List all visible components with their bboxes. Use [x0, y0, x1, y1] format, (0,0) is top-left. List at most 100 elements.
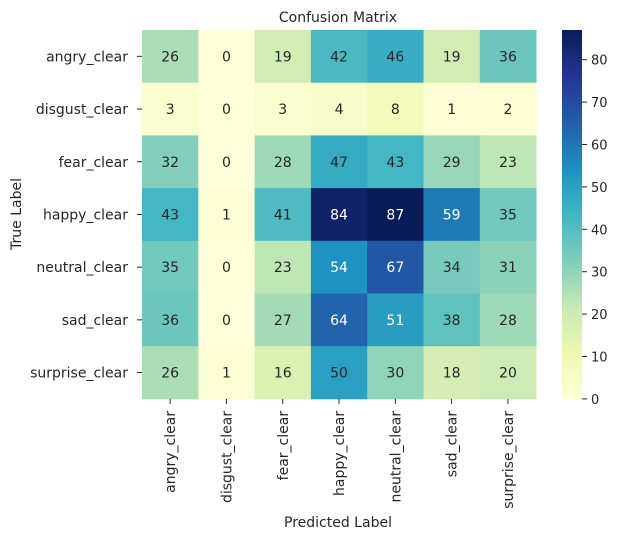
cell-value-label: 3: [278, 102, 287, 118]
cell-value-label: 19: [274, 49, 292, 65]
x-tick-label: surprise_clear: [501, 411, 517, 509]
cell-value-label: 50: [330, 366, 348, 382]
colorbar-tick-label: 40: [591, 223, 608, 238]
cell-value-label: 35: [161, 260, 179, 276]
cell-value-label: 1: [222, 207, 231, 223]
y-tick-label: disgust_clear: [36, 102, 128, 118]
cell-value-label: 35: [499, 207, 517, 223]
cell-value-label: 29: [443, 155, 461, 171]
heatmap-cell: [310, 188, 368, 242]
colorbar: 0 10 20 30 40 50 60 70 80: [562, 30, 608, 408]
heatmap-cell: [423, 293, 481, 347]
cell-value-label: 87: [386, 207, 404, 223]
y-tick-label: neutral_clear: [36, 260, 128, 276]
heatmap-cell: [479, 293, 537, 347]
heatmap-cell: [310, 240, 368, 294]
heatmap-cell: [198, 188, 255, 242]
colorbar-gradient: [562, 30, 582, 399]
cell-value-label: 2: [503, 102, 512, 118]
cell-value-label: 36: [161, 313, 179, 329]
cell-value-label: 0: [222, 313, 231, 329]
y-tick-label: surprise_clear: [30, 366, 128, 382]
heatmap-cell: [479, 240, 537, 294]
cell-value-label: 20: [499, 366, 517, 382]
x-tick-label: happy_clear: [332, 411, 348, 496]
heatmap-cell: [423, 135, 481, 189]
cell-value-label: 51: [386, 313, 404, 329]
heatmap-cell: [310, 293, 368, 347]
cell-value-label: 67: [386, 260, 404, 276]
cell-value-label: 43: [386, 155, 404, 171]
cell-value-label: 0: [222, 49, 231, 65]
heatmap-cell: [423, 240, 481, 294]
y-tick-label: sad_clear: [62, 313, 129, 329]
heatmap-cell: [479, 30, 537, 84]
cell-value-label: 59: [443, 207, 461, 223]
heatmap-cell: [423, 30, 481, 84]
cell-value-label: 0: [222, 102, 231, 118]
x-tick-label: fear_clear: [276, 411, 292, 481]
cell-value-label: 28: [274, 155, 292, 171]
y-tick-label: angry_clear: [46, 49, 128, 65]
cell-value-label: 27: [274, 313, 292, 329]
cell-value-label: 34: [443, 260, 461, 276]
colorbar-tick-label: 60: [591, 138, 608, 153]
cell-value-label: 0: [222, 155, 231, 171]
cell-value-label: 26: [161, 49, 179, 65]
heatmap-cell: [142, 293, 199, 347]
heatmap-cell: [198, 240, 255, 294]
heatmap-cell: [479, 346, 537, 400]
heatmap-cell: [254, 82, 312, 136]
cell-value-label: 1: [447, 102, 456, 118]
cell-value-label: 54: [330, 260, 348, 276]
heatmap-cell: [367, 135, 424, 189]
heatmap-cell: [367, 240, 424, 294]
heatmap-cell: [198, 135, 255, 189]
heatmap-cell: [310, 82, 368, 136]
heatmap-cell: [310, 135, 368, 189]
heatmap-cell: [198, 346, 255, 400]
x-tick-label: angry_clear: [163, 411, 179, 493]
heatmap-cell: [423, 346, 481, 400]
cell-value-label: 41: [274, 207, 292, 223]
heatmap-cell: [254, 293, 312, 347]
heatmap-cell: [198, 293, 255, 347]
heatmap-cell: [367, 30, 424, 84]
x-axis-label: Predicted Label: [284, 515, 392, 531]
heatmap-cell: [310, 30, 368, 84]
y-tick-label: fear_clear: [59, 155, 129, 171]
cell-value-label: 84: [330, 207, 348, 223]
heatmap-cell: [479, 135, 537, 189]
heatmap-cell: [254, 30, 312, 84]
cell-value-label: 32: [161, 155, 179, 171]
cell-value-label: 31: [499, 260, 517, 276]
cell-value-label: 3: [166, 102, 175, 118]
x-tick-label: sad_clear: [445, 411, 461, 478]
heatmap-cell: [423, 188, 481, 242]
heatmap-cell: [142, 188, 199, 242]
heatmap-cell: [367, 346, 424, 400]
cell-value-label: 4: [335, 102, 344, 118]
heatmap-cell: [254, 188, 312, 242]
colorbar-tick-label: 80: [591, 54, 608, 69]
cell-value-label: 64: [330, 313, 348, 329]
heatmap-cell: [142, 82, 199, 136]
y-tick-label: happy_clear: [43, 207, 128, 223]
colorbar-tick-label: 70: [591, 96, 608, 111]
cell-value-label: 47: [330, 155, 348, 171]
cell-value-label: 28: [499, 313, 517, 329]
x-tick-labels: angry_clear disgust_clear fear_clear happy_…: [163, 398, 517, 509]
heatmap-cell: [367, 82, 424, 136]
heatmap-cell: [367, 293, 424, 347]
heatmap-cell: [142, 240, 199, 294]
y-tick-labels: angry_clear disgust_clear fear_clear happy_…: [30, 49, 142, 382]
colorbar-tick-label: 30: [591, 266, 608, 281]
heatmap-cell: [310, 346, 368, 400]
cell-value-label: 42: [330, 49, 348, 65]
heatmap-cell: [479, 82, 537, 136]
cell-value-label: 19: [443, 49, 461, 65]
cell-value-label: 38: [443, 313, 461, 329]
cell-value-label: 8: [391, 102, 400, 118]
heatmap-cell: [142, 30, 199, 84]
x-tick-label: disgust_clear: [219, 411, 235, 503]
